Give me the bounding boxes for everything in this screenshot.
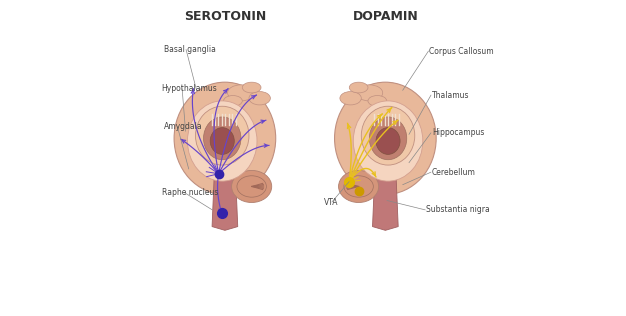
Polygon shape [212,176,238,230]
Ellipse shape [339,170,379,203]
Text: VTA: VTA [324,198,339,207]
Ellipse shape [353,101,423,181]
Ellipse shape [249,92,270,105]
Ellipse shape [195,106,249,165]
Text: Cerebellum: Cerebellum [432,168,476,177]
Ellipse shape [203,117,241,160]
Ellipse shape [174,82,275,194]
Ellipse shape [349,82,368,93]
Text: Hypothalamus: Hypothalamus [162,84,217,93]
Text: Substantia nigra: Substantia nigra [426,205,490,215]
Ellipse shape [187,101,257,181]
Ellipse shape [223,95,242,106]
Text: Corpus Callosum: Corpus Callosum [429,46,494,56]
Ellipse shape [356,85,382,101]
Text: Amygdala: Amygdala [163,122,202,131]
Text: Thalamus: Thalamus [432,91,470,100]
Text: Hippocampus: Hippocampus [432,128,485,137]
Ellipse shape [376,128,400,155]
Ellipse shape [361,106,415,165]
Text: Raphe nucleus: Raphe nucleus [162,188,218,197]
Text: DOPAMIN: DOPAMIN [352,10,418,23]
Text: Basal ganglia: Basal ganglia [163,45,215,54]
Text: SEROTONIN: SEROTONIN [184,10,266,23]
Ellipse shape [237,176,266,197]
Ellipse shape [340,92,361,105]
Polygon shape [372,176,398,230]
Ellipse shape [242,82,261,93]
Ellipse shape [369,117,407,160]
Ellipse shape [210,128,234,155]
Ellipse shape [228,85,254,101]
Ellipse shape [368,95,387,106]
Ellipse shape [334,82,436,194]
Ellipse shape [344,176,373,197]
Ellipse shape [232,170,272,203]
